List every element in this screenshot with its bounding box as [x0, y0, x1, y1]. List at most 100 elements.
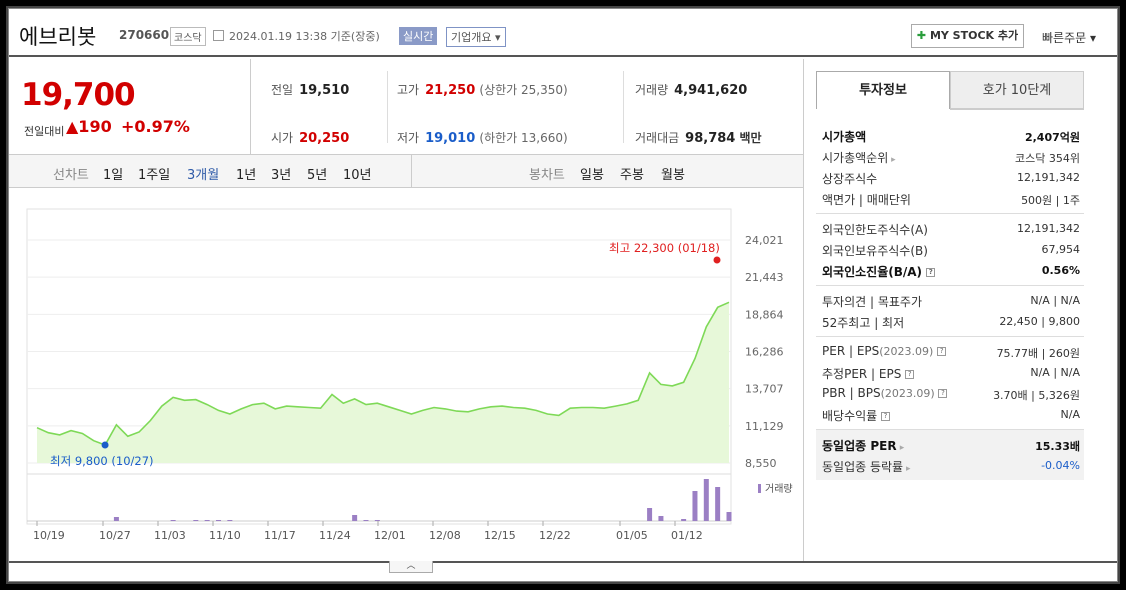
- line-chart-label: 선차트: [53, 168, 89, 183]
- tab-1y[interactable]: 1년: [236, 168, 257, 183]
- tab-daily[interactable]: 일봉: [580, 168, 604, 183]
- y-tick-label: 13,707: [745, 383, 784, 396]
- tab-5y[interactable]: 5년: [307, 168, 328, 183]
- tab-3y[interactable]: 3년: [271, 168, 292, 183]
- info-key-text: 52주최고 | 최저: [822, 316, 905, 330]
- x-tick-label: 12/22: [539, 529, 571, 542]
- volume-bar: [715, 487, 721, 521]
- info-value: 코스닥 354위: [1015, 152, 1080, 165]
- low-price: 저가 19,010 (하한가 13,660): [397, 129, 568, 146]
- info-group: 외국인한도주식수(A) 12,191,342 외국인보유주식수(B) 67,954 외국…: [816, 214, 1084, 286]
- bottom-bar: ︿: [9, 561, 1117, 581]
- info-key: 상장주식수: [822, 170, 877, 187]
- tab-monthly[interactable]: 월봉: [661, 168, 685, 183]
- info-key-text: 액면가 | 매매단위: [822, 193, 911, 207]
- y-tick-label: 21,443: [745, 271, 784, 284]
- high-price: 고가 21,250 (상한가 25,350): [397, 81, 568, 98]
- divider: [387, 71, 388, 143]
- lower-limit: (하한가 13,660): [479, 131, 568, 145]
- info-key[interactable]: 동일업종 등락률 ▸: [822, 458, 911, 475]
- tab-weekly[interactable]: 주봉: [620, 168, 644, 183]
- stock-code: 270660: [119, 28, 170, 42]
- market-badge: 코스닥: [170, 27, 206, 46]
- realtime-badge[interactable]: 실시간: [399, 27, 438, 45]
- info-key: 시가총액: [822, 128, 866, 145]
- current-price: 19,700: [21, 77, 136, 113]
- volume-label: 거래량: [635, 83, 669, 97]
- info-group: 동일업종 PER ▸ 15.33배 동일업종 등락률 ▸ -0.04%: [816, 430, 1084, 480]
- volume-bar: [113, 517, 119, 521]
- low-label: 저가: [397, 131, 420, 145]
- price-chart[interactable]: 24,021 21,443 18,864 16,286 13,707 11,129 8,55…: [17, 199, 804, 544]
- company-overview-dropdown[interactable]: 기업개요 ▾: [446, 27, 506, 47]
- info-row: 외국인한도주식수(A) 12,191,342: [816, 218, 1084, 239]
- chevron-right-icon: ▸: [903, 464, 911, 474]
- info-row: PBR | BPS(2023.09) ? 3.70배 | 5,326원: [816, 383, 1084, 404]
- y-tick-label: 16,286: [745, 346, 784, 359]
- quote-datetime: 2024.01.19 13:38 기준(장중): [229, 30, 380, 43]
- info-group: 시가총액 2,407억원 시가총액순위 ▸ 코스닥 354위 상장주식수 12,191,3…: [816, 121, 1084, 214]
- trade-amount-value: 98,784: [685, 131, 736, 146]
- info-key-text: PER | EPS: [822, 344, 880, 358]
- tab-quote-10-levels[interactable]: 호가 10단계: [950, 71, 1084, 109]
- volume-bar: [352, 515, 358, 521]
- info-value: 500원 | 1주: [1021, 194, 1080, 207]
- change-label: 전일대비: [24, 125, 65, 138]
- min-price-label: 최저 9,800 (10/27): [50, 454, 154, 468]
- quick-order-button[interactable]: 빠른주문 ▾: [1042, 31, 1096, 45]
- x-tick-label: 12/08: [429, 529, 461, 542]
- trade-amount-label: 거래대금: [635, 131, 680, 145]
- info-value: 2,407억원: [1024, 131, 1080, 144]
- x-tick-label: 01/05: [616, 529, 648, 542]
- tab-3m[interactable]: 3개월: [187, 168, 220, 183]
- info-key-text: 동일업종 PER: [822, 439, 897, 453]
- candle-chart-label: 봉차트: [529, 168, 565, 183]
- help-icon[interactable]: ?: [937, 347, 947, 356]
- info-value: N/A: [1060, 408, 1080, 421]
- collapse-button[interactable]: ︿: [389, 561, 433, 573]
- current-price-box: 19,700 전일대비 ▲190 +0.97%: [9, 59, 251, 155]
- prev-close-label: 전일: [271, 83, 294, 97]
- tab-10y[interactable]: 10년: [343, 168, 372, 183]
- info-key: 외국인보유주식수(B): [822, 242, 928, 259]
- info-key[interactable]: 외국인소진율(B/A) ?: [822, 263, 936, 280]
- help-icon[interactable]: ?: [926, 268, 936, 277]
- volume-bar: [681, 519, 687, 521]
- info-value: 67,954: [1041, 243, 1081, 256]
- info-key[interactable]: PBR | BPS(2023.09) ?: [822, 386, 948, 400]
- x-tick-label: 01/12: [671, 529, 703, 542]
- volume-bar: [703, 479, 709, 521]
- info-key[interactable]: 동일업종 PER ▸: [822, 437, 904, 454]
- low-value: 19,010: [425, 131, 476, 146]
- volume-bar: [204, 520, 210, 521]
- info-value: 3.70배 | 5,326원: [993, 389, 1080, 402]
- help-icon[interactable]: ?: [938, 389, 948, 398]
- info-key[interactable]: 배당수익률 ?: [822, 407, 891, 424]
- volume-bar: [170, 520, 176, 521]
- tab-1d[interactable]: 1일: [103, 168, 124, 183]
- info-row: 시가총액 2,407억원: [816, 125, 1084, 146]
- x-tick-label: 12/01: [374, 529, 406, 542]
- info-key[interactable]: PER | EPS(2023.09) ?: [822, 344, 947, 358]
- info-row: 동일업종 PER ▸ 15.33배: [816, 434, 1084, 455]
- x-tick-label: 11/03: [154, 529, 186, 542]
- min-point-marker: [101, 441, 109, 449]
- help-icon[interactable]: ?: [905, 370, 915, 379]
- info-key[interactable]: 추정PER | EPS ?: [822, 365, 915, 382]
- help-icon[interactable]: ?: [881, 412, 891, 421]
- x-tick-label: 10/19: [33, 529, 65, 542]
- stock-header: 에브리봇 270660 코스닥 2024.01.19 13:38 기준(장중) …: [9, 9, 1117, 57]
- info-row: 액면가 | 매매단위 500원 | 1주: [816, 188, 1084, 209]
- info-key-text: 외국인소진율(B/A): [822, 265, 923, 279]
- tab-investment-info[interactable]: 투자정보: [816, 71, 950, 109]
- add-my-stock-button[interactable]: ✚ MY STOCK 추가: [911, 24, 1024, 48]
- info-key-text: 상장주식수: [822, 172, 878, 186]
- volume-legend-label: 거래량: [765, 483, 793, 495]
- tab-1w[interactable]: 1주일: [138, 168, 171, 183]
- price-change: ▲190: [66, 117, 112, 136]
- info-key[interactable]: 시가총액순위 ▸: [822, 149, 896, 166]
- divider: [411, 155, 412, 188]
- info-value: N/A | N/A: [1030, 294, 1080, 307]
- x-tick-label: 11/10: [209, 529, 241, 542]
